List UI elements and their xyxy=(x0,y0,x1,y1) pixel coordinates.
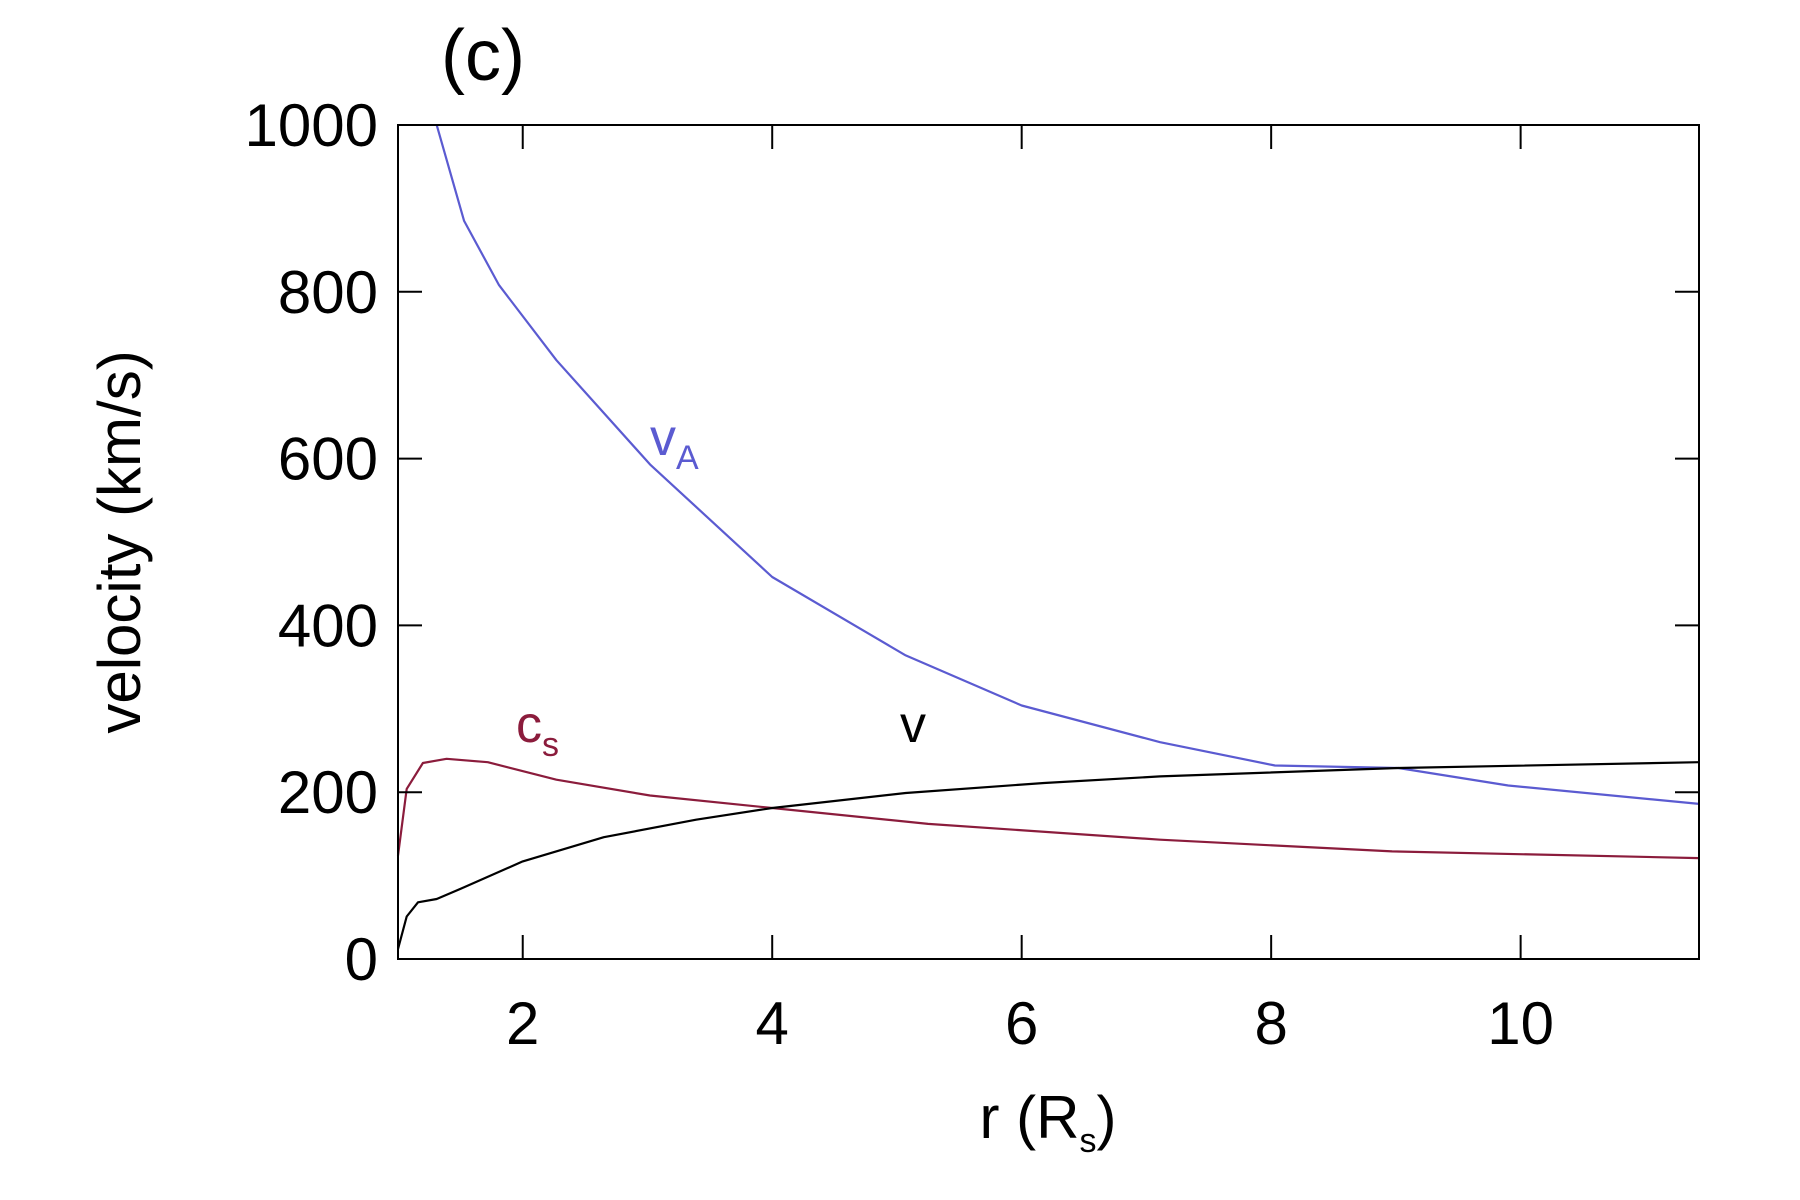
y-axis-label: velocity (km/s) xyxy=(86,350,153,733)
series-line xyxy=(396,761,1700,950)
x-axis-label: r (Rs) xyxy=(980,1084,1117,1160)
x-tick-label: 8 xyxy=(1254,990,1287,1057)
annotation: v xyxy=(900,696,926,754)
x-tick-label: 4 xyxy=(756,990,789,1057)
x-tick-label: 6 xyxy=(1005,990,1038,1057)
x-tick-label: 2 xyxy=(506,990,539,1057)
y-tick-label: 400 xyxy=(278,592,378,659)
y-tick-label: 600 xyxy=(278,426,378,493)
series-line xyxy=(435,124,1700,805)
annotation: cs xyxy=(516,696,559,764)
y-tick-label: 800 xyxy=(278,259,378,326)
annotation: vA xyxy=(650,409,699,477)
y-tick-label: 200 xyxy=(278,759,378,826)
chart-title: (c) xyxy=(441,16,525,96)
x-axis-label-end: ) xyxy=(1096,1084,1116,1151)
x-tick-label: 10 xyxy=(1487,990,1554,1057)
annotation-text: c xyxy=(516,696,542,754)
x-axis-label-text: r (R xyxy=(980,1084,1080,1151)
y-tick-label: 0 xyxy=(345,926,378,993)
annotation-text: v xyxy=(900,696,926,754)
annotation-text: v xyxy=(650,409,676,467)
annotation-sub: s xyxy=(542,726,559,764)
x-axis-label-sub: s xyxy=(1079,1122,1096,1160)
y-tick-label: 1000 xyxy=(245,92,378,159)
annotation-sub: A xyxy=(676,439,699,477)
plot-frame xyxy=(397,124,1700,960)
series-line xyxy=(396,757,1700,860)
plot-area xyxy=(396,124,1700,950)
